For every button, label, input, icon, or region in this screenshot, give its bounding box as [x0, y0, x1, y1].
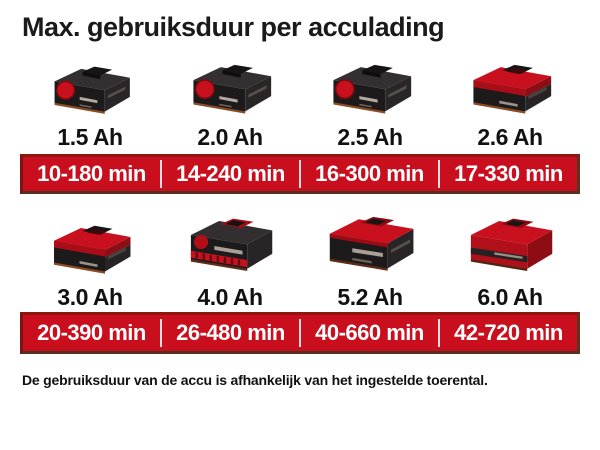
bar-divider [438, 319, 440, 347]
runtime-value: 10-180 min [37, 161, 146, 186]
bar-divider [160, 319, 162, 347]
bar-divider [160, 160, 162, 188]
runtime-value: 40-660 min [315, 320, 424, 345]
battery-cell-2-5ah: 2.5 Ah [300, 58, 440, 150]
battery-cell-2-0ah: 2.0 Ah [160, 58, 300, 150]
battery-cell-6-0ah: 6.0 Ah [440, 208, 580, 310]
battery-2-5ah-image [322, 58, 418, 122]
battery-capacity-label: 5.2 Ah [337, 284, 403, 310]
runtime-value: 14-240 min [176, 161, 285, 186]
battery-2-0ah-image [182, 58, 278, 122]
bar-divider [438, 160, 440, 188]
battery-cell-3-0ah: 3.0 Ah [20, 208, 160, 310]
battery-4-0ah-image [178, 210, 282, 282]
page-title: Max. gebruiksduur per acculading [22, 12, 445, 42]
runtime-value: 17-330 min [454, 161, 563, 186]
battery-6-0ah-image [458, 210, 562, 282]
runtime-value: 42-720 min [454, 320, 563, 345]
battery-capacity-label: 1.5 Ah [57, 124, 123, 150]
runtime-bar-row-1: 10-180 min 14-240 min 16-300 min 17-330 … [20, 154, 580, 194]
battery-cell-4-0ah: 4.0 Ah [160, 208, 300, 310]
runtime-bar-row-2: 20-390 min 26-480 min 40-660 min 42-720 … [20, 312, 580, 354]
battery-1-5ah-image [44, 60, 136, 122]
battery-capacity-label: 2.6 Ah [477, 124, 543, 150]
bar-divider [299, 319, 301, 347]
battery-capacity-label: 4.0 Ah [197, 284, 263, 310]
runtime-value: 26-480 min [176, 320, 285, 345]
battery-capacity-label: 2.0 Ah [197, 124, 263, 150]
battery-cell-1-5ah: 1.5 Ah [20, 58, 160, 150]
battery-capacity-label: 6.0 Ah [477, 284, 543, 310]
battery-cell-5-2ah: 5.2 Ah [300, 208, 440, 310]
battery-capacity-label: 2.5 Ah [337, 124, 403, 150]
battery-2-6ah-image [462, 58, 558, 122]
bar-divider [299, 160, 301, 188]
battery-capacity-label: 3.0 Ah [57, 284, 123, 310]
battery-cell-2-6ah: 2.6 Ah [440, 58, 580, 150]
footnote: De gebruiksduur van de accu is afhankeli… [22, 372, 488, 388]
battery-row-1: 1.5 Ah 2.0 Ah 2.5 Ah 2.6 Ah [20, 58, 580, 150]
battery-5-2ah-image [317, 208, 423, 282]
runtime-value: 20-390 min [37, 320, 146, 345]
battery-row-2: 3.0 Ah 4.0 Ah 5.2 Ah 6.0 Ah [20, 208, 580, 310]
runtime-value: 16-300 min [315, 161, 424, 186]
battery-3-0ah-image [43, 219, 137, 282]
